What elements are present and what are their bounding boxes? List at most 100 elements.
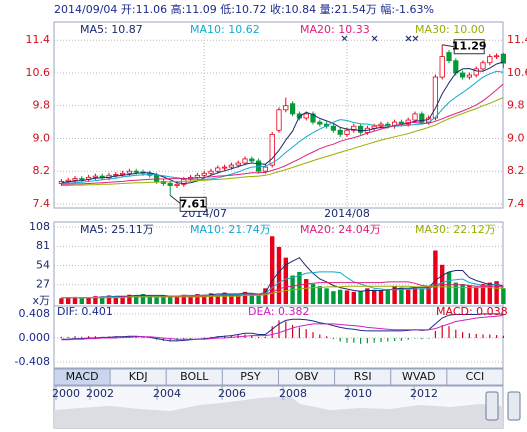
candle-body — [453, 60, 459, 74]
candle-body — [487, 56, 493, 64]
volume-bar — [338, 289, 343, 304]
volume-bar — [406, 289, 411, 304]
tab-label[interactable]: RSI — [354, 370, 372, 383]
candle-body — [330, 125, 337, 131]
candle-body — [174, 183, 180, 186]
candle-body — [167, 183, 173, 186]
candle-body — [276, 109, 282, 131]
legend-entry: DIF: 0.401 — [57, 305, 113, 318]
volume-bar — [79, 298, 84, 304]
legend-entry: MA30: 10.00 — [415, 23, 485, 36]
candle-body — [500, 53, 507, 64]
range-handle-right[interactable] — [507, 391, 521, 421]
volume-bar — [106, 295, 112, 304]
candle-body — [432, 76, 439, 119]
volume-bar — [351, 291, 356, 304]
volume-bar — [229, 294, 234, 304]
max-pointer — [442, 44, 455, 48]
candle-body — [79, 178, 85, 180]
volume-unit: x万 — [32, 294, 50, 307]
candle-body — [201, 172, 207, 176]
volume-bar — [501, 288, 506, 304]
timeline-overview — [54, 396, 503, 428]
tab-label[interactable]: CCI — [466, 370, 485, 383]
y-tick-label-right: 7.4 — [507, 197, 525, 210]
volume-bar — [412, 286, 418, 304]
volume-bar — [304, 279, 309, 304]
candle-body — [72, 178, 78, 181]
y-tick-label: 11.4 — [26, 33, 51, 46]
y-tick-label: 10.6 — [26, 66, 51, 79]
volume-bar — [270, 236, 275, 304]
volume-bar — [100, 296, 105, 304]
tab-label[interactable]: PSY — [240, 370, 261, 383]
tab-label[interactable]: MACD — [66, 370, 99, 383]
legend-entry: MA10: 10.62 — [190, 23, 260, 36]
tab-label[interactable]: KDJ — [129, 370, 148, 383]
ma-line — [61, 83, 504, 185]
timeline-year: 2010 — [344, 387, 372, 400]
volume-bar — [236, 294, 241, 304]
legend-entry: MA5: 10.87 — [80, 23, 143, 36]
candle-body — [337, 129, 343, 135]
candle-body — [215, 167, 221, 172]
y-tick-label: 9.0 — [33, 131, 51, 144]
tab-label[interactable]: WVAD — [402, 370, 436, 383]
candle-body — [133, 170, 139, 173]
candle-body — [351, 125, 357, 131]
timeline-year: 2000 — [52, 387, 80, 400]
y-tick-label: 0.000 — [19, 331, 51, 344]
candle-body — [126, 170, 132, 174]
volume-bar — [147, 296, 152, 304]
volume-bar — [188, 295, 193, 304]
volume-bar — [372, 289, 377, 304]
candle-body — [153, 174, 160, 182]
volume-bar — [86, 297, 91, 304]
candle-body — [303, 113, 309, 119]
legend-entry: MACD: 0.038 — [436, 305, 508, 318]
candle-body — [242, 158, 248, 164]
timeline-year: 2012 — [410, 387, 438, 400]
volume-bar — [222, 292, 227, 304]
volume-bar — [249, 293, 254, 304]
volume-bar — [154, 297, 159, 304]
volume-bar — [181, 294, 186, 304]
volume-bar — [127, 294, 132, 304]
header: 2014/09/04 开:11.06 高:11.09 低:10.72 收:10.… — [54, 2, 434, 16]
candle-body — [473, 68, 479, 76]
volume-bar — [378, 290, 384, 304]
tab-label[interactable]: OBV — [295, 370, 319, 383]
ma-line — [61, 285, 504, 299]
range-handle-left[interactable] — [485, 391, 499, 421]
volume-bar — [215, 295, 220, 304]
volume-bar — [161, 295, 166, 304]
volume-bar — [467, 285, 472, 304]
y-tick-label: -0.408 — [15, 355, 50, 368]
max-label: 11.29 — [452, 40, 487, 53]
volume-bar — [433, 250, 438, 304]
timeline-year: 2008 — [279, 387, 307, 400]
y-tick-label-right: 10.6 — [507, 66, 527, 79]
y-tick-label: 9.8 — [33, 99, 51, 112]
volume-bar — [113, 296, 118, 304]
volume-bar — [263, 288, 268, 304]
volume-bar — [310, 284, 316, 304]
candle-body — [208, 170, 214, 174]
candle-body — [439, 56, 445, 78]
candle-body — [269, 133, 275, 166]
candle-body — [317, 121, 323, 125]
indicator-tab[interactable] — [446, 368, 504, 386]
candle-body — [235, 162, 241, 166]
volume-bar — [317, 286, 322, 304]
tab-label[interactable]: BOLL — [180, 370, 209, 383]
y-tick-label: 27 — [36, 278, 50, 291]
volume-bar — [276, 246, 282, 304]
legend-entry: MA20: 24.04万 — [300, 223, 381, 236]
candle-body — [283, 105, 289, 111]
min-label: 7.61 — [180, 197, 207, 210]
candle-body — [493, 55, 500, 58]
legend-entry: MA5: 25.11万 — [80, 223, 154, 236]
volume-bar — [174, 296, 180, 304]
candle-body — [113, 174, 119, 176]
volume-bar — [202, 294, 207, 304]
